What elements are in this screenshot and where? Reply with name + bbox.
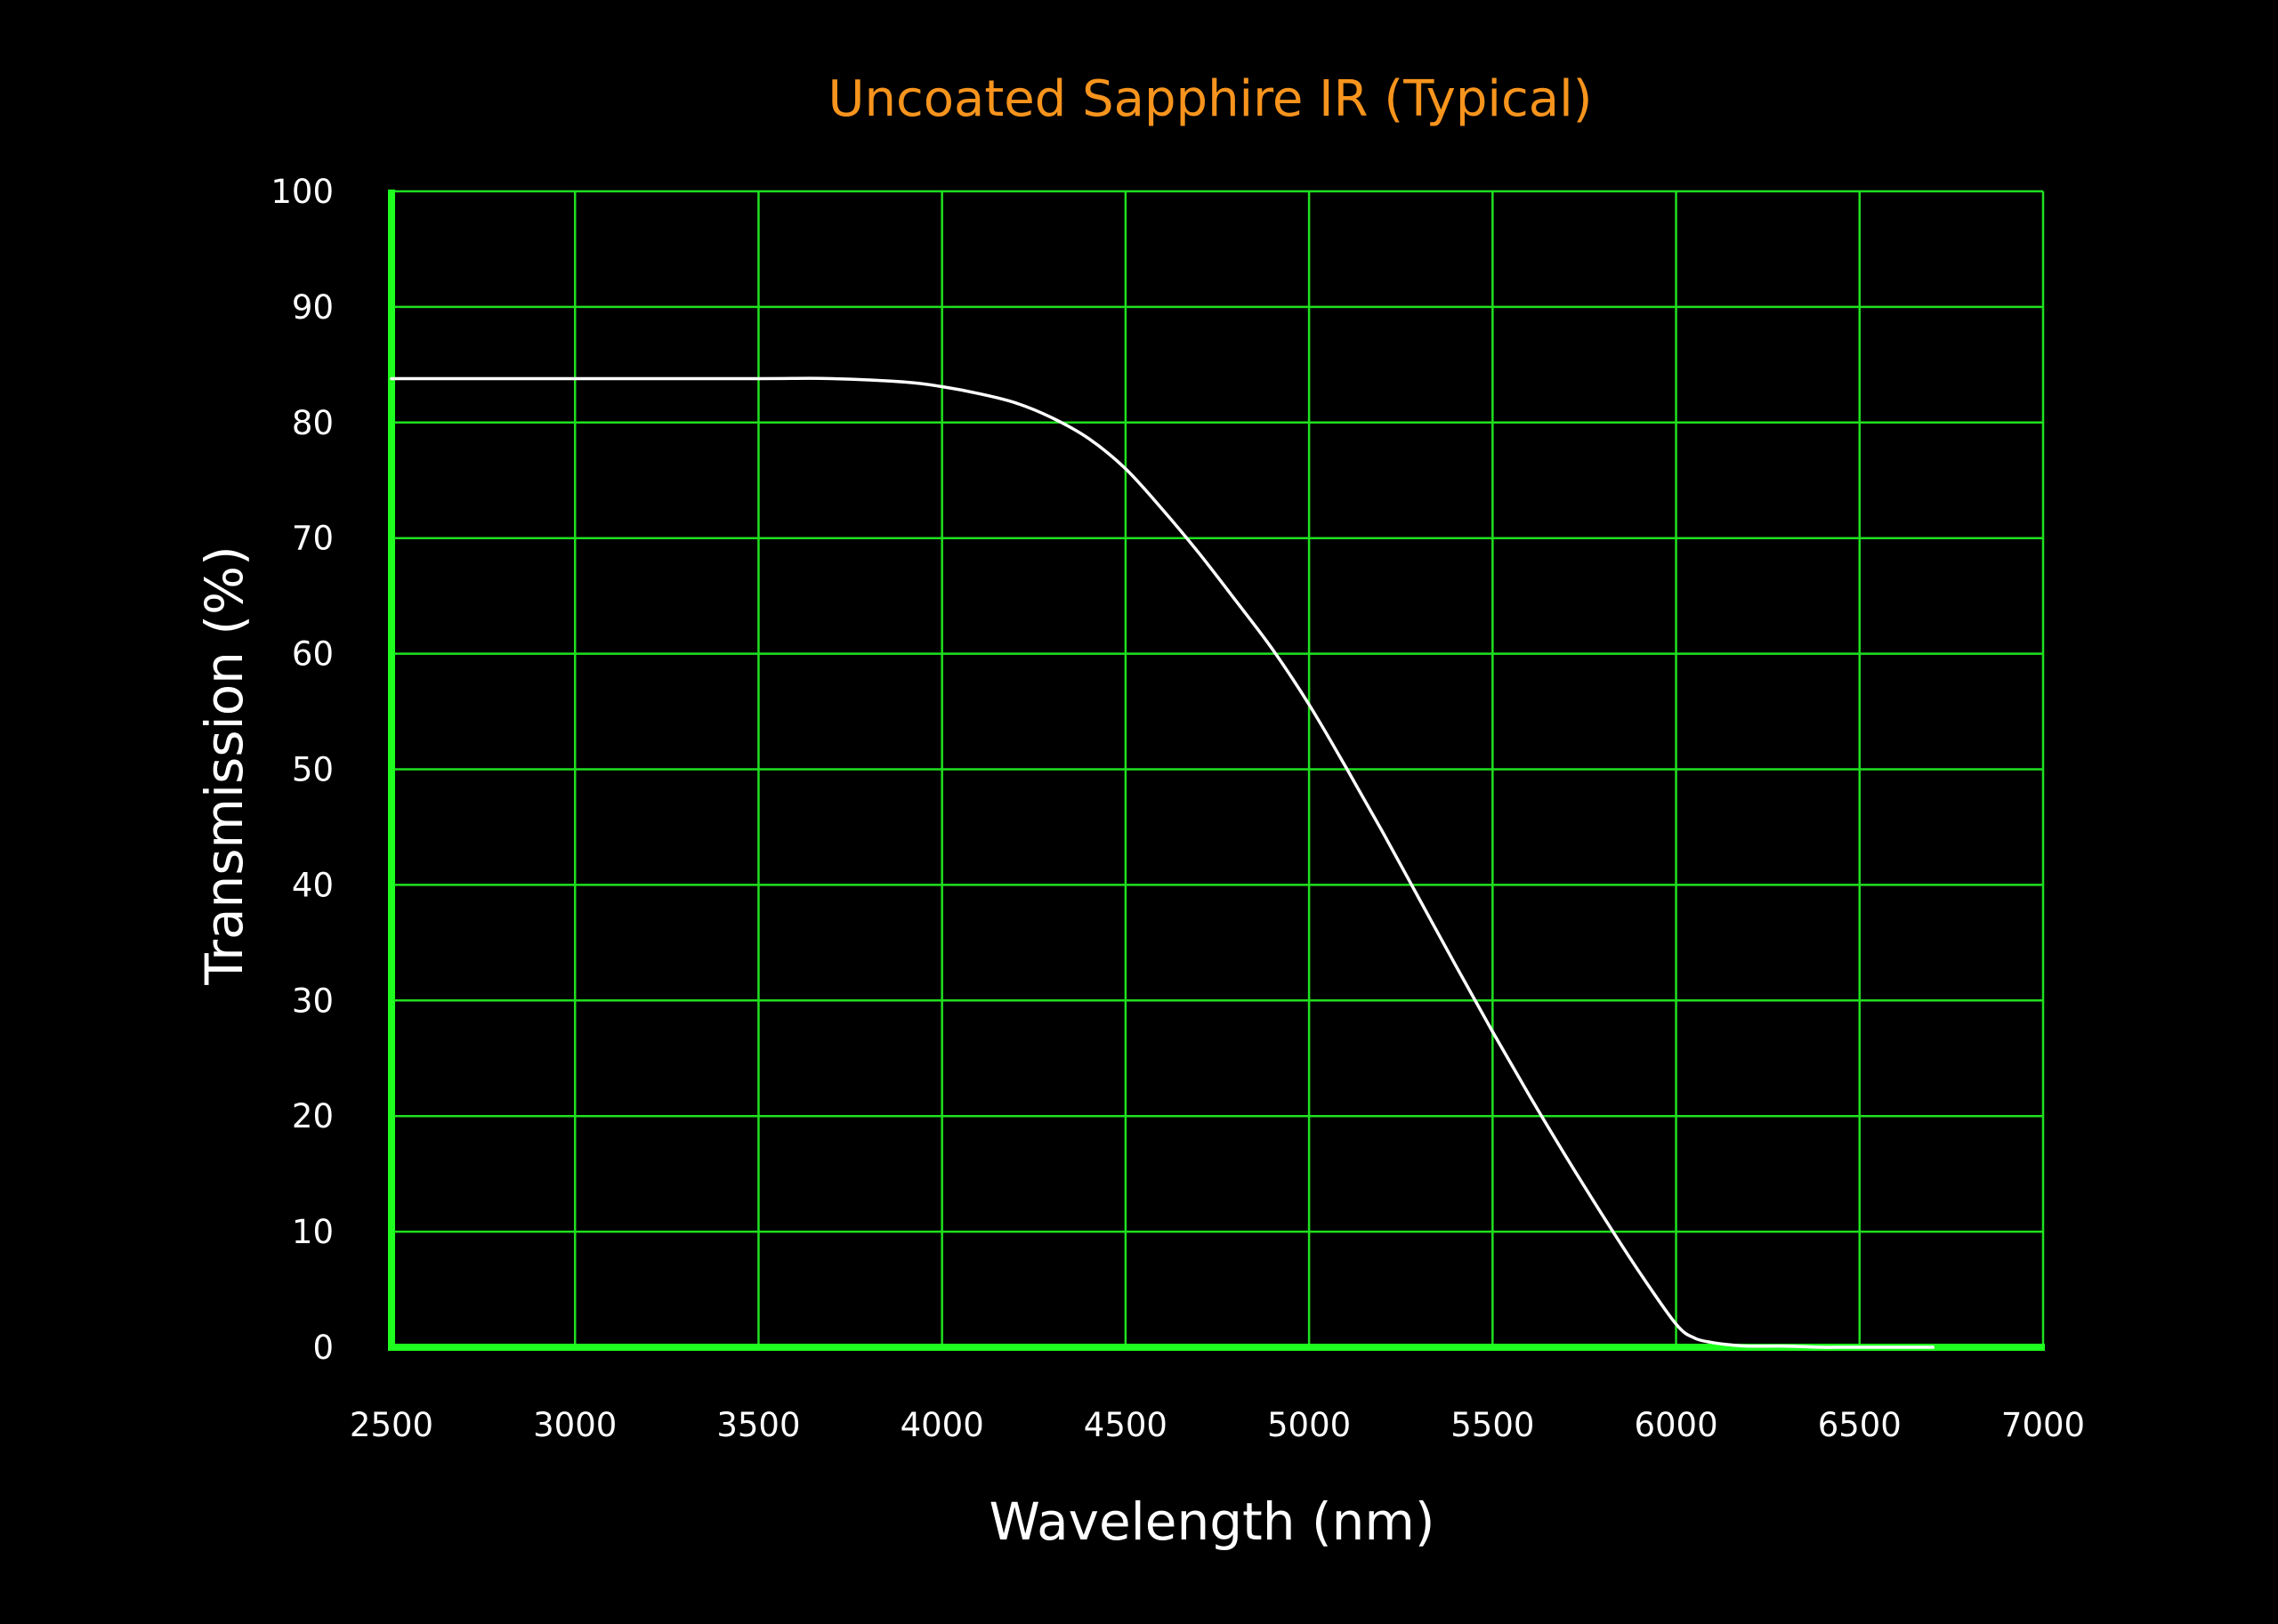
x-tick-label-2500: 2500 [350,1406,433,1444]
y-tick-label-90: 90 [292,288,334,327]
y-tick-label-30: 30 [292,982,334,1020]
series-line-0 [390,376,1935,1349]
y-tick-label-60: 60 [292,635,334,674]
y-tick-label-70: 70 [292,520,334,558]
y-axis-title: Transmission (%) [194,545,254,985]
y-tick-label-40: 40 [292,866,334,904]
x-tick-label-6500: 6500 [1818,1406,1902,1444]
series [390,376,1935,1349]
chart-title: Uncoated Sapphire IR (Typical) [828,70,1593,128]
x-tick-label-5500: 5500 [1450,1406,1534,1444]
grid [390,190,2045,1349]
x-tick-label-4500: 4500 [1084,1406,1167,1444]
x-tick-label-3000: 3000 [533,1406,617,1444]
y-tick-label-50: 50 [292,751,334,789]
x-tick-labels: 2500 3000 3500 4000 4500 5000 5500 6000 6500 7000 [350,1406,2085,1444]
x-tick-label-6000: 6000 [1634,1406,1717,1444]
y-tick-label-100: 100 [271,173,334,211]
x-tick-label-4000: 4000 [901,1406,984,1444]
x-tick-label-5000: 5000 [1267,1406,1351,1444]
y-tick-label-0: 0 [312,1329,334,1367]
x-tick-label-7000: 7000 [2001,1406,2085,1444]
y-tick-label-20: 20 [292,1097,334,1135]
x-axis-title: Wavelength (nm) [989,1491,1434,1552]
y-tick-label-80: 80 [292,404,334,442]
y-tick-label-10: 10 [292,1213,334,1251]
y-tick-labels: 0 10 20 30 40 50 60 70 80 90 100 [271,173,334,1367]
x-tick-label-3500: 3500 [716,1406,800,1444]
